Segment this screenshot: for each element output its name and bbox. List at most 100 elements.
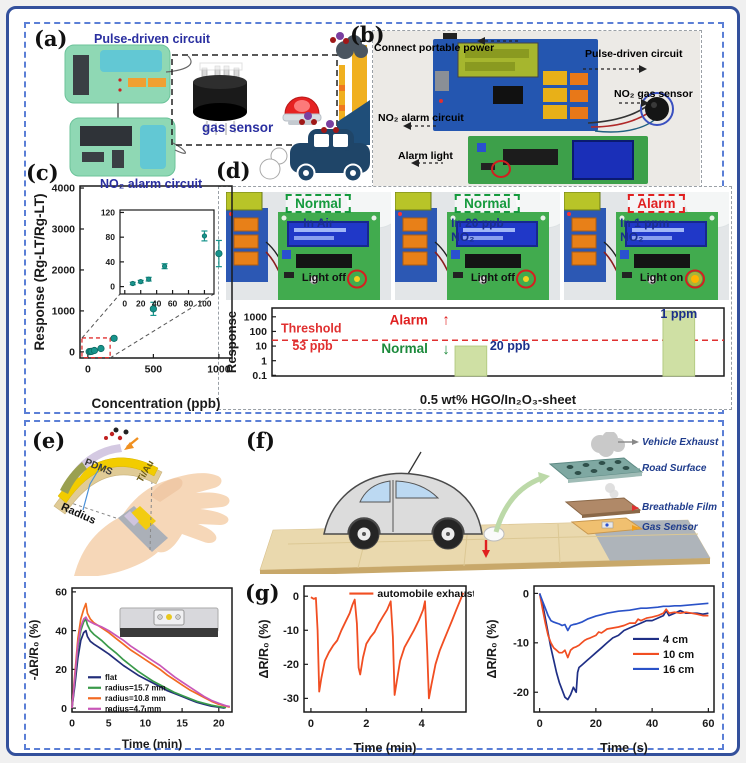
panel-e-illustration: [53, 427, 230, 576]
light-state-label: Light on: [639, 271, 684, 284]
svg-text:1000: 1000: [207, 364, 231, 376]
status-badge: Alarm: [628, 194, 685, 213]
svg-text:1: 1: [261, 355, 267, 367]
svg-text:2000: 2000: [52, 265, 76, 277]
svg-text:10 cm: 10 cm: [663, 649, 694, 661]
svg-text:40: 40: [106, 257, 116, 267]
svg-text:0: 0: [122, 299, 127, 309]
svg-text:100: 100: [197, 299, 211, 309]
svg-text:radius=4.7 mm: radius=4.7 mm: [105, 705, 161, 714]
svg-text:0: 0: [110, 282, 115, 292]
svg-text:0: 0: [69, 347, 75, 359]
panel-f-label: (f): [246, 428, 275, 453]
panel-f-illustration: [259, 432, 711, 574]
svg-text:40: 40: [646, 718, 658, 730]
svg-text:60: 60: [702, 718, 714, 730]
svg-text:1 ppm: 1 ppm: [660, 307, 697, 321]
device-photo-art: [395, 192, 560, 300]
gas-sensor-label: gas sensor: [202, 120, 274, 135]
no2-molecule-icon: [321, 120, 339, 133]
svg-text:0: 0: [537, 718, 543, 730]
svg-text:20: 20: [590, 718, 602, 730]
svg-text:0: 0: [85, 364, 91, 376]
svg-text:Time (min): Time (min): [354, 741, 417, 755]
svg-text:20 ppb: 20 ppb: [490, 339, 531, 353]
test-fixture-inset: [119, 607, 219, 637]
connect-power-label: Connect portable power: [374, 42, 495, 54]
device-photo-20ppb: Normal In 20 ppb NO₂ Light off: [395, 192, 560, 300]
svg-text:Alarm: Alarm: [390, 312, 428, 327]
panel-e-label: (e): [32, 428, 66, 453]
no2-molecule-icon: [330, 32, 349, 44]
alarm-light-label: Alarm light: [398, 150, 453, 162]
device-photo-art: [564, 192, 729, 300]
no2-gas-sensor-label: NO₂ gas sensor: [614, 88, 693, 100]
svg-text:0.5 wt% HGO/In₂O₃-sheet: 0.5 wt% HGO/In₂O₃-sheet: [420, 392, 577, 407]
svg-text:4000: 4000: [52, 183, 76, 195]
breathable-film-label: Breathable Film: [642, 502, 718, 513]
svg-text:Response: Response: [224, 311, 239, 373]
svg-text:Response (Rg-LT/Rg-LT): Response (Rg-LT/Rg-LT): [34, 194, 47, 351]
pulse-circuit-label: Pulse-driven circuit: [94, 32, 211, 46]
status-badge: Normal: [286, 194, 351, 213]
svg-text:20: 20: [55, 664, 67, 676]
svg-text:1000: 1000: [244, 311, 268, 323]
svg-text:-20: -20: [283, 659, 299, 671]
svg-text:0.1: 0.1: [252, 370, 267, 382]
svg-text:0: 0: [523, 588, 529, 600]
svg-text:↑: ↑: [442, 311, 450, 328]
svg-text:Concentration (ppb): Concentration (ppb): [92, 396, 221, 411]
condition-label: In 1 ppm NO₂: [620, 216, 670, 244]
chart-bending-response: 0 5 10 15 20 0 20 40 60 Time (min) -ΔR/R₀ (%) flat r…: [27, 578, 240, 752]
svg-text:flat: flat: [105, 673, 117, 682]
panel-b-label: (b): [350, 22, 385, 47]
svg-text:15: 15: [176, 718, 188, 730]
svg-text:-20: -20: [513, 687, 529, 699]
chart-response-inset: 0 20 40 60 80 100 0 40 80 120: [92, 202, 222, 320]
svg-text:4 cm: 4 cm: [663, 634, 688, 646]
svg-text:2: 2: [363, 718, 369, 730]
svg-text:80: 80: [106, 232, 116, 242]
svg-text:0: 0: [69, 718, 75, 730]
svg-text:-10: -10: [513, 638, 529, 650]
svg-text:Time (min): Time (min): [122, 737, 182, 751]
svg-text:↓: ↓: [442, 341, 450, 358]
svg-text:120: 120: [101, 207, 115, 217]
pulse-driven-label: Pulse-driven circuit: [585, 48, 683, 60]
no2-alarm-circuit-label: NO₂ alarm circuit: [100, 177, 203, 191]
svg-text:ΔR/R₀ (%): ΔR/R₀ (%): [486, 619, 499, 678]
panel-c-label: (c): [26, 160, 59, 185]
road-surface-label: Road Surface: [642, 463, 707, 474]
svg-text:53 ppb: 53 ppb: [292, 339, 333, 353]
svg-text:10: 10: [140, 718, 152, 730]
svg-text:-ΔR/R₀ (%): -ΔR/R₀ (%): [28, 620, 41, 681]
svg-text:16 cm: 16 cm: [663, 664, 694, 676]
svg-text:1000: 1000: [52, 306, 76, 318]
svg-text:0: 0: [308, 718, 314, 730]
condition-label: In 20 ppb NO₂: [451, 216, 504, 244]
svg-text:-30: -30: [283, 693, 299, 705]
svg-text:5: 5: [106, 718, 112, 730]
panel-d-label: (d): [216, 158, 251, 183]
svg-text:40: 40: [152, 299, 162, 309]
svg-text:radius=10.8 mm: radius=10.8 mm: [105, 694, 166, 703]
svg-text:20: 20: [213, 718, 225, 730]
vehicle-exhaust-label: Vehicle Exhaust: [642, 437, 719, 448]
status-badge: Normal: [455, 194, 520, 213]
svg-text:ΔR/R₀ (%): ΔR/R₀ (%): [258, 619, 271, 678]
svg-text:Normal: Normal: [381, 341, 428, 356]
chart-distance-response: 0 20 40 60 0 -10 -20 Time (s) ΔR/R₀ (%) 4 cm 10 cm…: [485, 576, 724, 756]
svg-text:radius=15.7 mm: radius=15.7 mm: [105, 684, 166, 693]
svg-text:60: 60: [168, 299, 178, 309]
device-photo-in-air: Normal In Air Light off: [226, 192, 391, 300]
panel-a-label: (a): [34, 26, 68, 51]
svg-text:-10: -10: [283, 625, 299, 637]
svg-text:0: 0: [293, 591, 299, 603]
svg-text:automobile exhaust: automobile exhaust: [377, 588, 474, 600]
panel-g-label: (g): [245, 580, 280, 605]
svg-text:500: 500: [145, 364, 163, 376]
svg-text:80: 80: [184, 299, 194, 309]
gas-sensor-layer-label: Gas Sensor: [642, 522, 698, 533]
panel-b-photo-frame: [372, 30, 702, 188]
light-state-label: Light off: [301, 271, 346, 284]
